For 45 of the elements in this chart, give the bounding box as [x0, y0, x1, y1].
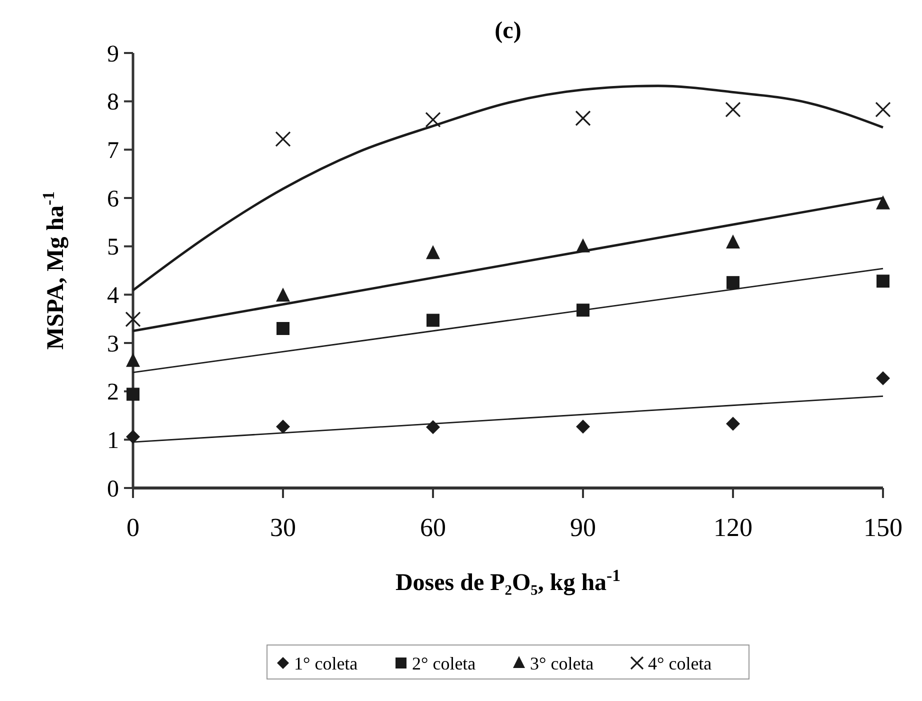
- point: [876, 195, 890, 210]
- x-tick-label: 60: [420, 513, 446, 542]
- point: [726, 276, 740, 290]
- legend-label: 1° coleta: [294, 653, 358, 674]
- x-axis-title: Doses de P₂O₅, kg ha$^{-1}$: [395, 566, 621, 596]
- y-tick-label: 1: [107, 428, 119, 454]
- y-tick-label: 3: [107, 331, 119, 358]
- x-tick-label: 120: [714, 513, 752, 542]
- x-tick-label: 150: [864, 513, 902, 542]
- legend-label: 4° coleta: [648, 653, 712, 674]
- point: [425, 112, 441, 128]
- y-tick-label: 0: [107, 476, 119, 502]
- point: [276, 420, 290, 434]
- point: [726, 416, 740, 431]
- point: [876, 274, 890, 288]
- y-tick-label: 6: [107, 186, 119, 212]
- point: [876, 371, 890, 386]
- point: [575, 110, 591, 126]
- x-tick-label: 0: [126, 513, 140, 542]
- line-series: [132, 84, 884, 292]
- legend-label: 2° coleta: [412, 653, 476, 674]
- point: [576, 420, 590, 434]
- y-tick-label: 7: [107, 138, 119, 164]
- point: [426, 314, 440, 327]
- y-tick-label: 5: [107, 234, 119, 261]
- point: [276, 288, 290, 302]
- point: [426, 420, 440, 434]
- y-tick-label: 8: [107, 90, 119, 116]
- point: [125, 312, 141, 328]
- point: [725, 102, 741, 118]
- point: [875, 102, 891, 118]
- point: [276, 322, 290, 335]
- legend-label: 3° coleta: [530, 653, 594, 674]
- x-tick-label: 30: [270, 513, 296, 542]
- y-tick-label: 9: [107, 41, 119, 68]
- point: [126, 388, 140, 401]
- point: [426, 245, 440, 260]
- y-tick-label: 4: [107, 283, 119, 310]
- point: [126, 352, 140, 367]
- chart-title: (c): [494, 18, 522, 44]
- point: [726, 234, 740, 248]
- x-tick-label: 90: [570, 513, 596, 542]
- point: [275, 131, 291, 147]
- y-tick-label: 2: [107, 380, 119, 406]
- point: [126, 430, 140, 444]
